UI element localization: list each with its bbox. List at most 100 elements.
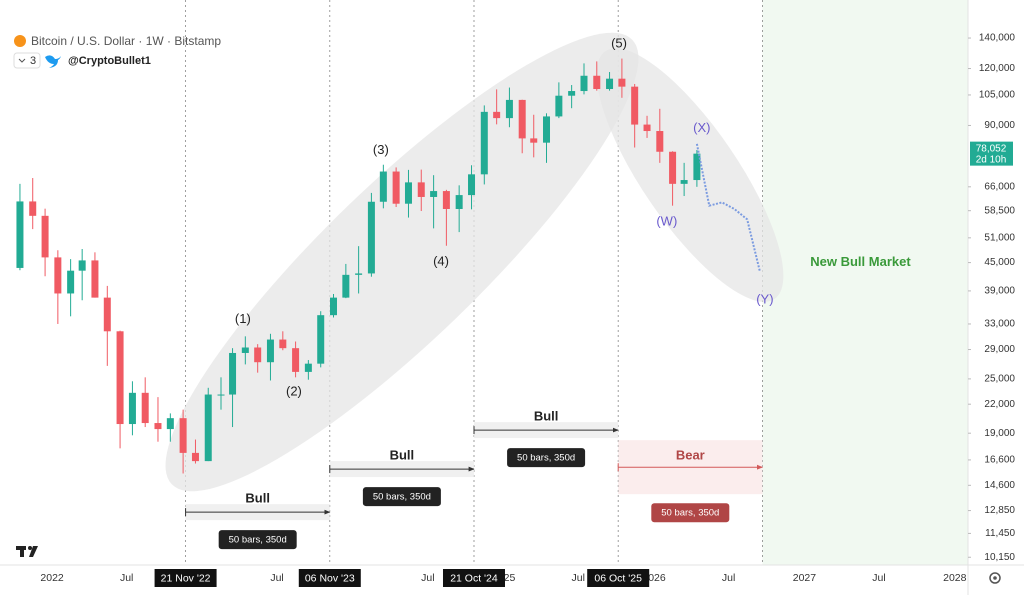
candle-body bbox=[643, 124, 651, 132]
y-tick-label: 11,450 bbox=[985, 528, 1015, 539]
y-tick-label: 22,000 bbox=[984, 399, 1015, 410]
gear-hub bbox=[993, 576, 997, 580]
candle-body bbox=[78, 260, 86, 271]
candle-body bbox=[103, 297, 111, 332]
candle-body bbox=[317, 315, 325, 364]
candle-body bbox=[392, 171, 400, 204]
candle-body bbox=[618, 78, 626, 87]
date-marker-label: 21 Oct '24 bbox=[450, 572, 498, 584]
y-tick-label: 25,000 bbox=[984, 374, 1015, 385]
candle-body bbox=[304, 363, 312, 372]
settings-icon[interactable] bbox=[989, 572, 1001, 584]
correction-ellipse bbox=[596, 48, 784, 302]
y-tick-label: 45,000 bbox=[984, 257, 1015, 268]
range-note: 50 bars, 350d bbox=[229, 535, 287, 546]
new-bull-region bbox=[762, 0, 968, 565]
candle-body bbox=[505, 99, 513, 119]
range-label: Bear bbox=[676, 448, 705, 463]
candle-body bbox=[141, 392, 149, 424]
symbol-title: Bitcoin / U.S. Dollar · 1W · Bitstamp bbox=[31, 34, 221, 48]
candle-body bbox=[580, 75, 588, 92]
candle-body bbox=[329, 297, 337, 316]
candle-body bbox=[116, 331, 124, 425]
y-tick-label: 90,000 bbox=[984, 120, 1015, 131]
x-tick-label: 2027 bbox=[793, 572, 817, 584]
y-tick-label: 10,150 bbox=[984, 552, 1015, 563]
x-tick-label: 2022 bbox=[40, 572, 64, 584]
wave-label: (1) bbox=[235, 311, 251, 326]
candle-body bbox=[217, 394, 225, 396]
candle-body bbox=[292, 348, 300, 372]
chevron-icon bbox=[18, 58, 26, 63]
candle-body bbox=[128, 392, 136, 425]
range-note-box bbox=[507, 448, 586, 468]
candle-body bbox=[518, 99, 526, 139]
y-tick-label: 120,000 bbox=[979, 63, 1016, 74]
candle-body bbox=[568, 91, 576, 96]
candle-body bbox=[342, 274, 350, 298]
wave-label: (5) bbox=[611, 35, 627, 50]
y-tick-label: 140,000 bbox=[979, 33, 1016, 44]
candle-body bbox=[455, 195, 463, 210]
price-tag-value: 78,052 bbox=[976, 143, 1007, 154]
candle-body bbox=[191, 452, 199, 462]
x-tick-label: 2028 bbox=[943, 572, 967, 584]
range-note-box bbox=[651, 503, 730, 523]
date-marker-label: 06 Oct '25 bbox=[594, 572, 642, 584]
tradingview-logo bbox=[16, 546, 38, 557]
author-handle: @CryptoBullet1 bbox=[68, 55, 151, 67]
x-tick-label: Jul bbox=[572, 572, 585, 584]
candle-body bbox=[254, 347, 262, 363]
wave-label: (X) bbox=[693, 120, 710, 135]
y-tick-label: 105,000 bbox=[979, 90, 1016, 101]
price-tag bbox=[970, 141, 1013, 166]
wave-label: (Y) bbox=[756, 292, 773, 307]
date-marker-box bbox=[298, 569, 361, 587]
y-tick-label: 33,000 bbox=[984, 319, 1015, 330]
candle-body bbox=[16, 201, 24, 268]
range-label: Bull bbox=[534, 409, 559, 424]
date-marker-label: 21 Nov '22 bbox=[161, 572, 211, 584]
impulse-ellipse bbox=[165, 32, 639, 492]
date-marker-box bbox=[154, 569, 217, 587]
candle-body bbox=[41, 215, 49, 258]
candle-body bbox=[593, 75, 601, 90]
candle-body bbox=[669, 151, 677, 184]
candle-body bbox=[179, 418, 187, 453]
candle-body bbox=[54, 257, 62, 294]
range-note: 50 bars, 350d bbox=[517, 453, 575, 464]
y-tick-label: 19,000 bbox=[984, 428, 1015, 439]
x-tick-label: Jul bbox=[872, 572, 885, 584]
candle-body bbox=[229, 352, 237, 395]
candle-body bbox=[379, 171, 387, 202]
range-note-box bbox=[218, 530, 297, 550]
candle-body bbox=[555, 95, 563, 117]
y-tick-label: 12,850 bbox=[984, 505, 1015, 516]
range-note: 50 bars, 350d bbox=[373, 492, 431, 503]
candle-body bbox=[693, 153, 701, 181]
candle-body bbox=[417, 182, 425, 197]
indicator-count-box[interactable] bbox=[13, 52, 41, 69]
date-marker-label: 06 Nov '23 bbox=[305, 572, 355, 584]
candle-body bbox=[67, 270, 75, 294]
logo-part bbox=[29, 546, 38, 557]
y-tick-label: 16,600 bbox=[984, 455, 1015, 466]
candle-body bbox=[430, 191, 438, 197]
x-tick-label: Jul bbox=[120, 572, 133, 584]
wave-ellipses bbox=[165, 32, 784, 492]
candle-body bbox=[442, 191, 450, 210]
candle-body bbox=[355, 273, 363, 275]
candle-body bbox=[480, 111, 488, 175]
candle-body bbox=[404, 182, 412, 204]
candle-body bbox=[166, 418, 174, 430]
candle-body bbox=[530, 138, 538, 143]
new-bull-label: New Bull Market bbox=[810, 254, 911, 269]
date-marker-box bbox=[587, 569, 650, 587]
candle-body bbox=[154, 423, 162, 430]
range-label: Bull bbox=[245, 491, 270, 506]
twitter-icon bbox=[45, 55, 61, 68]
candle-body bbox=[279, 339, 287, 349]
candle-body bbox=[606, 78, 614, 90]
gear[interactable] bbox=[989, 572, 1001, 584]
